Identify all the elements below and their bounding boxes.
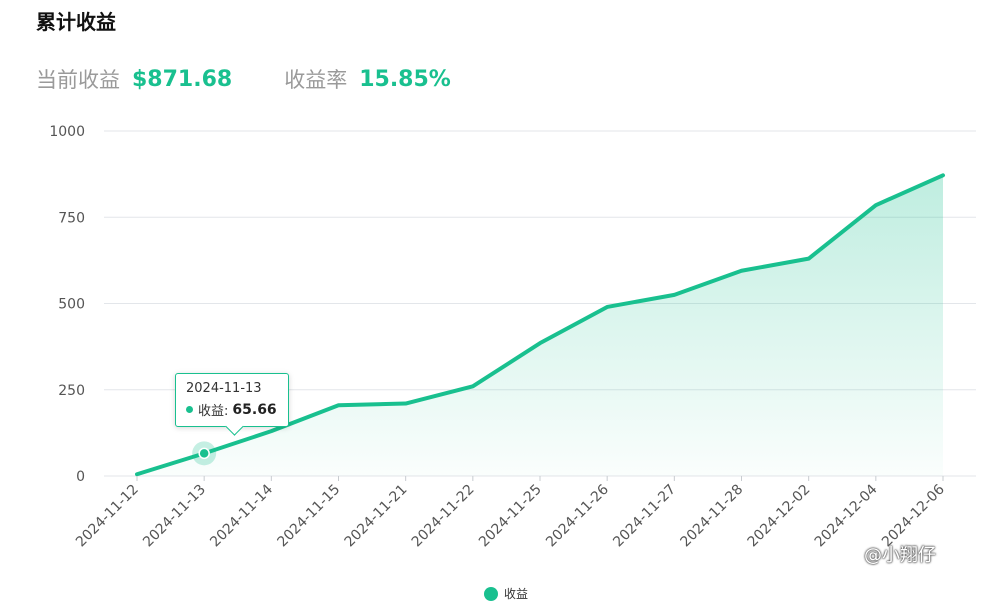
series-area [137,175,943,477]
x-tick-label: 2024-12-02 [745,482,814,551]
highlight-point[interactable] [198,447,210,460]
tooltip-date: 2024-11-13 [186,381,262,396]
tooltip-value: 65.66 [232,401,277,418]
x-tick-label: 2024-11-26 [543,481,612,550]
return-rate-value: 15.85% [359,66,451,92]
x-tick-label: 2024-11-21 [342,482,411,551]
legend-series-label: 收益 [504,587,529,601]
x-tick-label: 2024-11-28 [677,482,746,551]
tooltip-label: 收益: [198,404,229,419]
y-tick-label: 0 [76,469,85,485]
x-tick-label: 2024-11-22 [409,482,478,551]
data-points [192,441,217,466]
x-axis-ticks: 2024-11-122024-11-132024-11-142024-11-15… [73,476,948,550]
chart-title: 累计收益 [36,10,116,34]
tooltip-series-dot [186,406,193,413]
watermark: @小翔仔 [864,545,936,566]
x-tick-label: 2024-11-13 [140,482,209,551]
current-profit-label: 当前收益 [36,68,120,92]
x-tick-label: 2024-11-14 [207,481,276,550]
tooltip: 2024-11-13 收益: 65.66 [175,373,289,427]
y-axis-ticks: 0 250 500 750 1000 [49,124,85,485]
x-tick-label: 2024-11-27 [610,482,679,551]
x-tick-label: 2024-11-25 [476,482,545,551]
series-line [135,173,945,477]
y-tick-label: 250 [58,383,85,399]
legend[interactable]: 收益 [484,585,528,602]
y-tick-label: 1000 [49,124,85,140]
legend-series-dot [484,586,498,601]
y-tick-label: 750 [58,210,85,226]
x-tick-label: 2024-11-12 [73,482,142,551]
return-rate-label: 收益率 [284,68,348,92]
current-profit-value: $871.68 [132,66,233,92]
y-tick-label: 500 [58,297,85,313]
x-tick-label: 2024-11-15 [274,482,343,551]
summary-row: 当前收益 $871.68 收益率 15.85% [36,62,451,96]
